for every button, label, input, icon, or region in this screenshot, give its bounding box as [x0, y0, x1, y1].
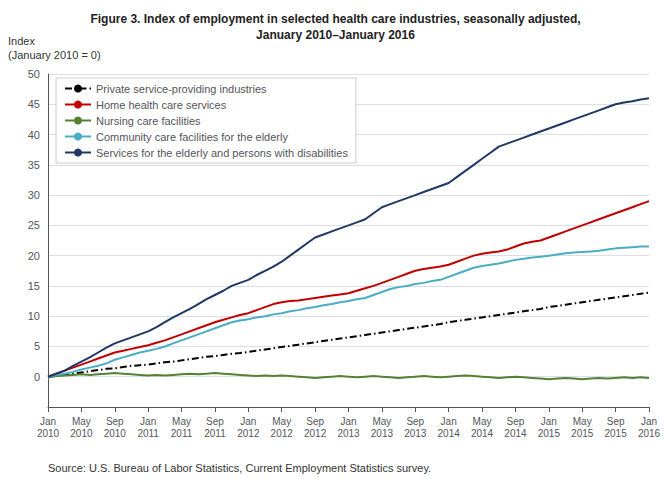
svg-text:2013: 2013	[404, 428, 427, 439]
svg-text:45: 45	[28, 98, 40, 110]
svg-text:2010: 2010	[104, 428, 127, 439]
svg-text:Sep: Sep	[306, 416, 324, 427]
svg-text:2010: 2010	[70, 428, 93, 439]
svg-text:2013: 2013	[371, 428, 394, 439]
svg-text:May: May	[172, 416, 191, 427]
svg-text:Jan: Jan	[641, 416, 657, 427]
svg-text:15: 15	[28, 280, 40, 292]
svg-text:0: 0	[34, 371, 40, 383]
svg-text:2014: 2014	[471, 428, 494, 439]
svg-text:Jan: Jan	[541, 416, 557, 427]
svg-text:Jan: Jan	[441, 416, 457, 427]
svg-text:May: May	[473, 416, 492, 427]
svg-text:20: 20	[28, 250, 40, 262]
svg-text:2014: 2014	[438, 428, 461, 439]
svg-text:2012: 2012	[237, 428, 260, 439]
svg-text:2016: 2016	[638, 428, 661, 439]
svg-text:Sep: Sep	[507, 416, 525, 427]
svg-text:10: 10	[28, 310, 40, 322]
svg-text:Nursing care facilities: Nursing care facilities	[96, 115, 201, 127]
svg-text:5: 5	[34, 340, 40, 352]
svg-text:30: 30	[28, 189, 40, 201]
svg-text:2012: 2012	[304, 428, 327, 439]
svg-text:May: May	[573, 416, 592, 427]
svg-text:2010: 2010	[37, 428, 60, 439]
svg-text:2011: 2011	[137, 428, 159, 439]
svg-text:35: 35	[28, 159, 40, 171]
svg-text:2011: 2011	[171, 428, 193, 439]
svg-text:50: 50	[28, 68, 40, 80]
svg-text:(January 2010 = 0): (January 2010 = 0)	[8, 49, 101, 61]
svg-text:Jan: Jan	[40, 416, 56, 427]
svg-text:2012: 2012	[271, 428, 294, 439]
svg-text:Sep: Sep	[406, 416, 424, 427]
svg-text:2015: 2015	[571, 428, 594, 439]
svg-text:Index: Index	[8, 35, 35, 47]
svg-text:2013: 2013	[337, 428, 360, 439]
svg-text:May: May	[272, 416, 291, 427]
svg-text:Private service-providing indu: Private service-providing industries	[96, 83, 267, 95]
svg-text:May: May	[72, 416, 91, 427]
svg-text:Figure 3. Index of employment: Figure 3. Index of employment in selecte…	[90, 12, 580, 26]
svg-text:2011: 2011	[204, 428, 226, 439]
svg-text:2014: 2014	[504, 428, 527, 439]
svg-text:Jan: Jan	[140, 416, 156, 427]
svg-text:2015: 2015	[538, 428, 561, 439]
svg-text:January 2010–January 2016: January 2010–January 2016	[256, 28, 415, 42]
svg-text:Jan: Jan	[340, 416, 356, 427]
svg-text:Community care facilities for: Community care facilities for the elderl…	[96, 131, 288, 143]
svg-text:Sep: Sep	[206, 416, 224, 427]
svg-text:25: 25	[28, 219, 40, 231]
svg-text:May: May	[372, 416, 391, 427]
svg-text:40: 40	[28, 129, 40, 141]
svg-text:Sep: Sep	[106, 416, 124, 427]
svg-text:Sep: Sep	[607, 416, 625, 427]
svg-text:Home health care services: Home health care services	[96, 99, 227, 111]
svg-text:Services for the elderly and p: Services for the elderly and persons wit…	[96, 147, 348, 159]
svg-text:2015: 2015	[604, 428, 627, 439]
svg-text:Jan: Jan	[240, 416, 256, 427]
svg-text:Source: U.S. Bureau of Labor S: Source: U.S. Bureau of Labor Statistics,…	[48, 462, 431, 474]
